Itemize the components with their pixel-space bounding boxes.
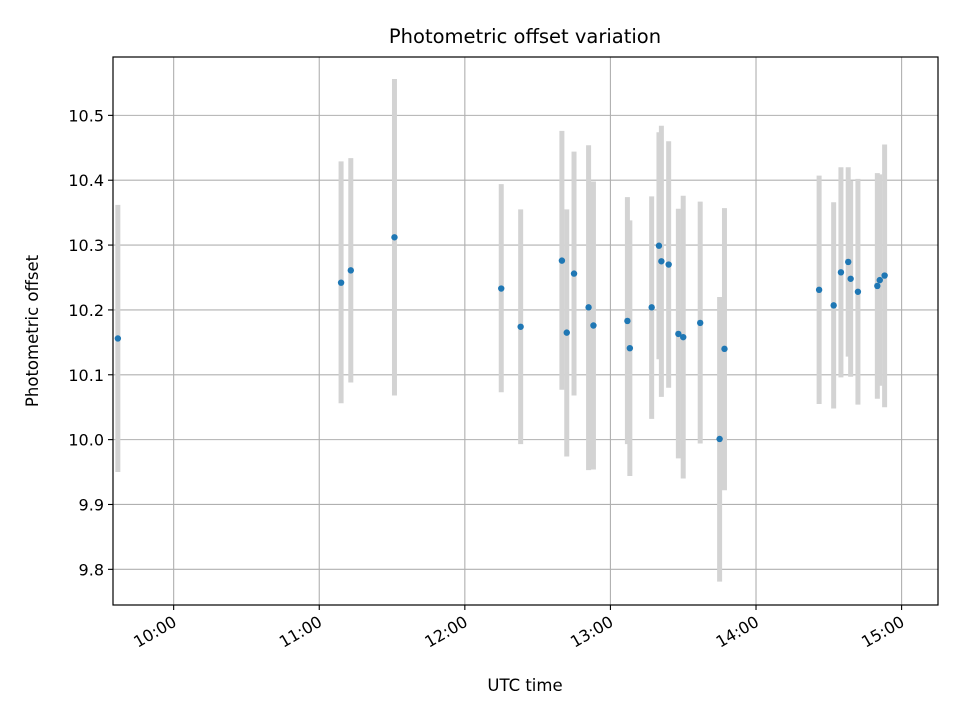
data-point [570, 270, 578, 277]
y-tick-label: 10.3 [68, 236, 104, 255]
data-point [590, 322, 597, 329]
x-tick-label: 13:00 [567, 612, 616, 652]
y-axis-title: Photometric offset [23, 254, 42, 407]
chart-title: Photometric offset variation [389, 25, 661, 48]
x-tick-label: 14:00 [713, 612, 762, 652]
data-point [658, 258, 665, 265]
data-points [114, 234, 888, 443]
data-point [648, 304, 655, 311]
data-point [517, 323, 524, 330]
data-point [675, 330, 682, 338]
data-point [558, 257, 566, 264]
error-bars [115, 79, 888, 582]
y-tick-label: 9.9 [79, 495, 104, 514]
data-point [585, 304, 592, 311]
plot-area-frame [112, 56, 939, 606]
x-axis-title: UTC time [487, 676, 562, 695]
y-tick-label: 10.4 [68, 171, 104, 190]
data-point [874, 282, 881, 290]
data-point [624, 317, 631, 325]
data-point [655, 242, 663, 249]
data-point [716, 435, 723, 443]
data-point [114, 335, 122, 342]
data-point [626, 344, 634, 352]
data-point [881, 272, 888, 279]
data-point [697, 319, 704, 327]
data-point [391, 234, 398, 241]
data-point [837, 269, 845, 276]
data-point [563, 329, 570, 336]
x-tick-label: 10:00 [130, 612, 179, 652]
y-tick-label: 10.5 [68, 106, 104, 125]
y-tick-label: 10.1 [68, 366, 104, 385]
data-point [498, 285, 505, 292]
data-point [830, 302, 837, 309]
y-tick-label: 10.2 [68, 301, 104, 320]
y-tick-label: 9.8 [79, 560, 104, 579]
data-point [847, 275, 854, 282]
data-point [347, 267, 354, 274]
data-point [876, 276, 883, 284]
data-point [845, 258, 852, 266]
data-point [721, 345, 728, 353]
data-point [337, 279, 345, 286]
data-point [815, 286, 823, 294]
y-tick-label: 10.0 [68, 431, 104, 450]
data-point [680, 333, 687, 341]
x-tick-label: 12:00 [421, 612, 470, 652]
grid [113, 57, 938, 605]
data-point [665, 261, 672, 268]
x-tick-label: 15:00 [858, 612, 907, 652]
data-point [854, 288, 862, 295]
x-tick-label: 11:00 [276, 612, 325, 652]
